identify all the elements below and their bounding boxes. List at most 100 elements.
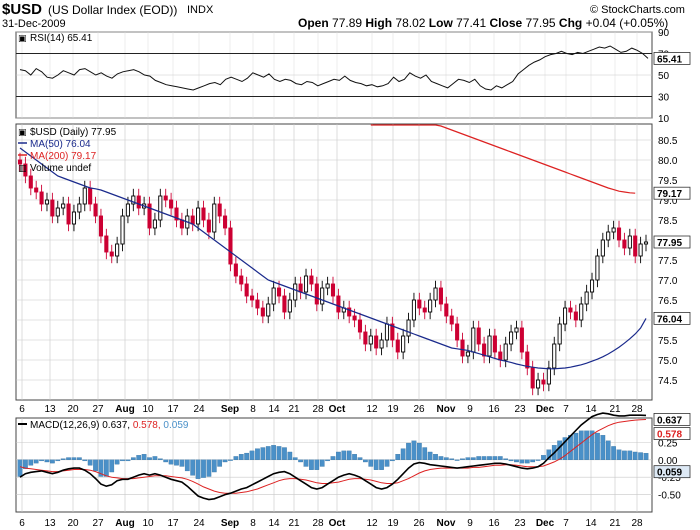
stockcharts-credit[interactable]: © StockCharts.com: [590, 4, 685, 16]
x-tick-label-price: 14: [585, 404, 597, 415]
x-tick-label-macd: 16: [488, 518, 500, 529]
macd-histogram-bar: [39, 459, 44, 462]
candle-body: [422, 307, 427, 313]
candle-body: [293, 283, 298, 301]
macd-histogram-bar: [497, 456, 503, 460]
macd-histogram-bar: [179, 459, 185, 467]
macd-histogram-bar: [346, 450, 352, 460]
macd-histogram-bar: [336, 451, 341, 460]
macd-histogram-bar: [314, 459, 320, 470]
ohlc-summary: Open 77.89 High 78.02 Low 77.41 Close 77…: [298, 16, 668, 30]
candle-body: [244, 283, 249, 297]
macd-histogram-bar: [514, 459, 519, 463]
candle-body: [449, 315, 454, 325]
candle-body: [98, 215, 103, 237]
macd-histogram-bar: [55, 459, 61, 462]
x-tick-label-price: 21: [609, 404, 621, 415]
candle-body: [411, 299, 416, 321]
macd-histogram-bar: [595, 432, 600, 460]
macd-histogram-bar: [373, 459, 379, 470]
volume-legend-label: Volume undef: [30, 163, 91, 174]
macd-histogram-bar: [443, 457, 449, 460]
macd-legend-label: MACD(12,26,9) 0.637, 0.578, 0.059: [30, 420, 189, 431]
macd-histogram-bar: [33, 459, 39, 464]
macd-histogram-bar: [438, 456, 444, 460]
candle-body: [568, 307, 573, 313]
macd-histogram-bar: [233, 456, 239, 460]
candle-body: [509, 331, 514, 345]
ma50-line: [19, 147, 647, 370]
macd-histogram-bar: [44, 459, 50, 463]
candle-body: [579, 303, 584, 321]
candle-body: [276, 287, 282, 297]
candle-body: [357, 319, 363, 333]
candle-body: [314, 283, 319, 305]
macd-histogram-bar: [249, 450, 255, 460]
candle-body: [498, 351, 503, 361]
macd-histogram-bar: [627, 450, 633, 460]
macd-histogram-bar: [120, 459, 125, 462]
macd-histogram-bar: [411, 440, 417, 460]
candle-body: [169, 199, 174, 209]
macd-histogram-bar: [578, 430, 584, 460]
macd-histogram-bar: [292, 457, 298, 460]
macd-histogram-bar: [93, 459, 98, 472]
candle-body: [514, 327, 519, 333]
macd-histogram-bar: [222, 459, 228, 463]
x-tick-label-price: 28: [312, 404, 324, 415]
price-y-tick-label: 79.0: [658, 196, 678, 207]
candle-body: [260, 307, 265, 317]
macd-histogram-bar: [103, 459, 109, 477]
candle-body: [120, 215, 125, 245]
rsi-y-tick-label: 30: [658, 93, 670, 104]
candle-body: [465, 351, 470, 357]
macd-histogram-bar: [298, 459, 303, 463]
macd-histogram-bar: [352, 454, 357, 460]
x-tick-label-macd: 27: [92, 518, 104, 529]
candle-body: [460, 339, 465, 357]
x-tick-label-macd: 17: [167, 518, 179, 529]
high-label: High: [365, 16, 393, 30]
candle-body: [282, 295, 287, 313]
price-y-tick-label: 74.5: [658, 376, 678, 387]
macd-y-tick-label: -0.50: [658, 491, 681, 502]
candle-body: [530, 367, 535, 389]
rsi-y-tick-label: 50: [658, 71, 670, 82]
macd-histogram-bar: [530, 459, 536, 463]
ticker-symbol: $USD: [2, 1, 43, 18]
candle-body: [77, 203, 82, 213]
x-tick-label-price: 27: [92, 404, 104, 415]
macd-histogram-bar: [265, 446, 271, 460]
x-tick-label-price: 10: [142, 404, 154, 415]
x-tick-label-macd: Oct: [329, 518, 346, 529]
price-y-tick-label: 75.5: [658, 336, 678, 347]
macd-y-tick-label: 0.00: [658, 456, 678, 467]
price-y-tick-label: 79.5: [658, 176, 678, 187]
rsi-legend-label: RSI(14) 65.41: [30, 33, 93, 44]
price-y-tick-label: 80.5: [658, 136, 678, 147]
macd-histogram-bar: [476, 456, 482, 460]
macd-histogram-bar: [638, 452, 643, 460]
x-tick-label-price: 16: [488, 404, 500, 415]
candle-body: [455, 323, 460, 341]
macd-histogram-bar: [503, 458, 509, 460]
macd-last-value-label-box: [653, 413, 691, 426]
macd-histogram-bar: [600, 435, 606, 460]
macd-histogram-bar: [535, 459, 541, 461]
candle-body: [525, 351, 530, 369]
macd-histogram-bar: [508, 459, 514, 462]
macd-histogram-bar: [168, 459, 174, 465]
macd-histogram-bar: [60, 458, 66, 460]
macd-histogram-bar: [611, 446, 616, 460]
ma50-legend-label: MA(50) 76.04: [30, 139, 91, 150]
macd-histogram-bar: [341, 450, 347, 460]
macd-histogram-bar: [109, 459, 115, 473]
candle-body: [28, 175, 33, 189]
ma50-last-value-label: 76.04: [657, 314, 682, 325]
low-value: 77.41: [456, 16, 487, 30]
macd-histogram-bar: [519, 459, 525, 464]
macd-histogram-bar: [77, 457, 82, 460]
candle-body: [536, 379, 541, 389]
macd-histogram-bar: [422, 447, 428, 460]
macd-histogram-bar: [174, 459, 179, 466]
